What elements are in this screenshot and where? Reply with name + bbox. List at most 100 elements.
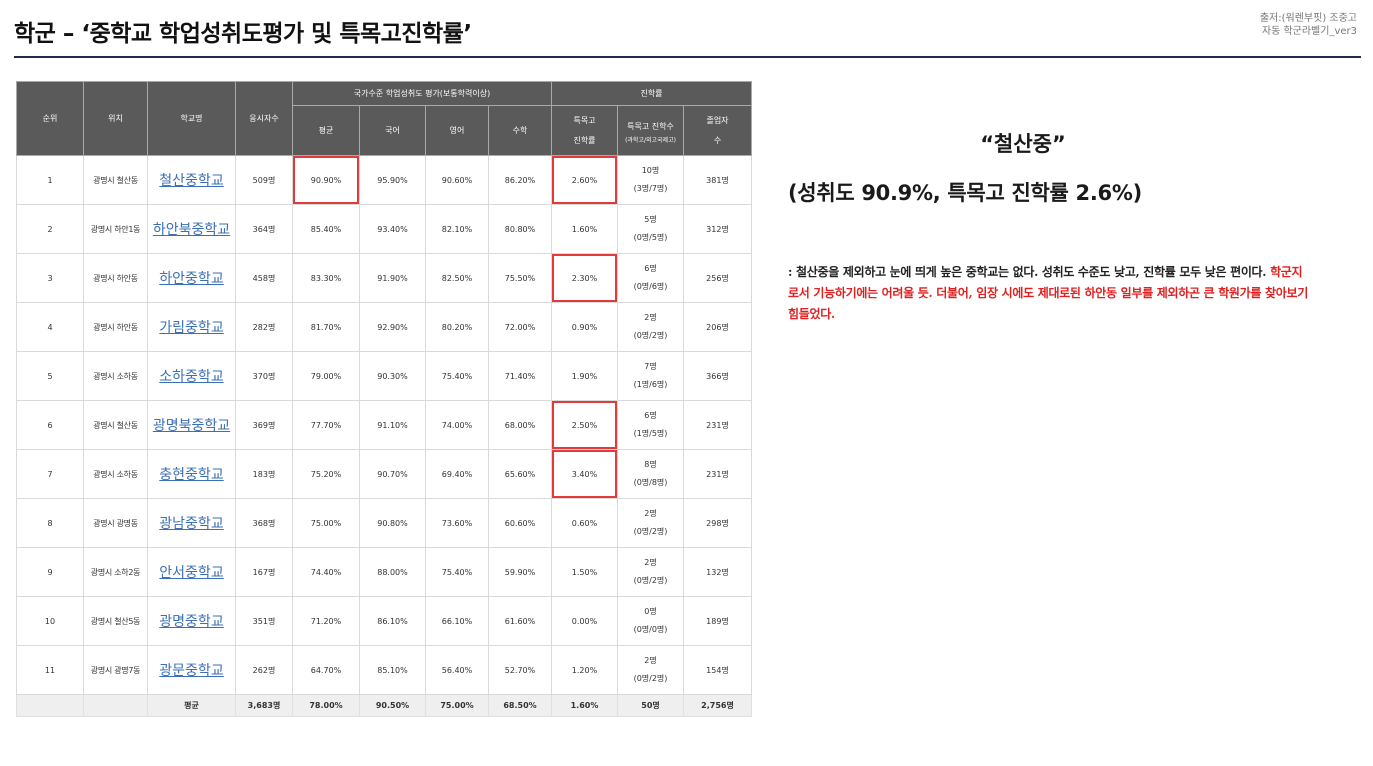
- cell-rank: 11: [16, 645, 84, 695]
- header-special-rate: 특목고 진학률: [551, 105, 618, 156]
- special-count-breakdown: (1명/6명): [633, 380, 668, 389]
- cell-school: 가림중학교: [147, 302, 236, 352]
- cell-math: 59.90%: [488, 547, 552, 597]
- cell-avg: 79.00%: [292, 351, 360, 401]
- cell-english: 69.40%: [425, 449, 489, 499]
- school-link[interactable]: 충현중학교: [159, 467, 224, 483]
- cell-special-rate: 2.30%: [551, 253, 618, 303]
- school-link[interactable]: 안서중학교: [159, 565, 224, 581]
- cell-math: 75.50%: [488, 253, 552, 303]
- special-count-total: 6명: [644, 411, 657, 420]
- school-link[interactable]: 가림중학교: [159, 320, 224, 336]
- cell-graduates: 132명: [683, 547, 752, 597]
- school-link[interactable]: 하안중학교: [159, 271, 224, 287]
- cell-avg: 85.40%: [292, 204, 360, 254]
- cell-avg: 83.30%: [292, 253, 360, 303]
- cell-rank: 3: [16, 253, 84, 303]
- table-row: 1 광명시 철산동 철산중학교 509명 90.90% 95.90% 90.60% 86.20…: [16, 155, 752, 205]
- avg-label: 평균: [147, 694, 236, 717]
- school-link[interactable]: 광명북중학교: [152, 418, 231, 434]
- cell-examinees: 282명: [235, 302, 293, 352]
- school-link[interactable]: 광문중학교: [159, 663, 224, 679]
- cell-location: 광명시 소하동: [83, 351, 148, 401]
- cell-special-rate: 2.60%: [551, 155, 618, 205]
- page-title: 학군 – ‘중학교 학업성취도평가 및 특목고진학률’: [14, 21, 472, 47]
- cell-korean: 91.90%: [359, 253, 426, 303]
- cell-math: 52.70%: [488, 645, 552, 695]
- source-line-2: 자동 학군라벨기_ver3: [1261, 26, 1357, 37]
- cell-special-count: 2명 (0명/2명): [617, 645, 684, 695]
- header-special-count-line1: 특목고 진학수: [627, 122, 674, 131]
- cell-korean: 90.30%: [359, 351, 426, 401]
- avg-special-rate: 1.60%: [551, 694, 618, 717]
- cell-graduates: 256명: [683, 253, 752, 303]
- special-count-total: 2명: [644, 656, 657, 665]
- table-row: 5 광명시 소하동 소하중학교 370명 79.00% 90.30% 75.40% 71.40…: [16, 351, 752, 401]
- cell-special-count: 10명 (3명/7명): [617, 155, 684, 205]
- cell-examinees: 167명: [235, 547, 293, 597]
- avg-empty-1: [16, 694, 84, 717]
- summary-headline: “철산중”: [980, 132, 1066, 156]
- avg-english: 75.00%: [425, 694, 489, 717]
- cell-location: 광명시 광명7동: [83, 645, 148, 695]
- cell-avg: 64.70%: [292, 645, 360, 695]
- cell-school: 충현중학교: [147, 449, 236, 499]
- cell-korean: 90.70%: [359, 449, 426, 499]
- special-count-total: 6명: [644, 264, 657, 273]
- cell-examinees: 262명: [235, 645, 293, 695]
- avg-special-count: 50명: [617, 694, 684, 717]
- cell-rank: 1: [16, 155, 84, 205]
- header-special-rate-line1: 특목고: [573, 115, 596, 125]
- cell-location: 광명시 하안1동: [83, 204, 148, 254]
- title-divider: [14, 56, 1361, 58]
- cell-special-count: 2명 (0명/2명): [617, 498, 684, 548]
- school-link[interactable]: 소하중학교: [159, 369, 224, 385]
- avg-korean: 90.50%: [359, 694, 426, 717]
- comment-black-text: : 철산중을 제외하고 눈에 띄게 높은 중학교는 없다. 성취도 수준도 낮고…: [788, 265, 1271, 279]
- special-count-breakdown: (0명/5명): [633, 233, 668, 242]
- cell-location: 광명시 하안동: [83, 302, 148, 352]
- special-count-breakdown: (3명/7명): [633, 184, 668, 193]
- cell-math: 60.60%: [488, 498, 552, 548]
- cell-rank: 6: [16, 400, 84, 450]
- cell-rank: 7: [16, 449, 84, 499]
- cell-examinees: 364명: [235, 204, 293, 254]
- school-link[interactable]: 하안북중학교: [152, 222, 231, 238]
- cell-location: 광명시 소하동: [83, 449, 148, 499]
- cell-korean: 85.10%: [359, 645, 426, 695]
- header-rank: 순위: [16, 81, 84, 156]
- cell-graduates: 312명: [683, 204, 752, 254]
- cell-special-count: 6명 (0명/6명): [617, 253, 684, 303]
- special-count-breakdown: (0명/2명): [633, 527, 668, 536]
- special-count-breakdown: (1명/5명): [633, 429, 668, 438]
- cell-school: 소하중학교: [147, 351, 236, 401]
- cell-rank: 2: [16, 204, 84, 254]
- cell-special-count: 7명 (1명/6명): [617, 351, 684, 401]
- cell-special-rate: 0.90%: [551, 302, 618, 352]
- cell-special-count: 6명 (1명/5명): [617, 400, 684, 450]
- cell-english: 90.60%: [425, 155, 489, 205]
- average-row: 평균 3,683명 78.00% 90.50% 75.00% 68.50% 1.…: [16, 694, 752, 717]
- cell-korean: 91.10%: [359, 400, 426, 450]
- cell-avg: 75.20%: [292, 449, 360, 499]
- cell-special-rate: 0.60%: [551, 498, 618, 548]
- school-link[interactable]: 광남중학교: [159, 516, 224, 532]
- cell-school: 하안중학교: [147, 253, 236, 303]
- header-achievement-group: 국가수준 학업성취도 평가(보통학력이상): [292, 81, 552, 106]
- school-table-container: 순위 위치 학교명 응시자수 국가수준 학업성취도 평가(보통학력이상) 진학률…: [16, 81, 752, 717]
- cell-avg: 81.70%: [292, 302, 360, 352]
- table-row: 8 광명시 광명동 광남중학교 368명 75.00% 90.80% 73.60% 60.60…: [16, 498, 752, 548]
- special-count-total: 10명: [641, 166, 660, 175]
- cell-special-count: 0명 (0명/0명): [617, 596, 684, 646]
- source-note: 출저:(워렌부핏) 조중고 자동 학군라벨기_ver3: [1260, 12, 1357, 38]
- table-row: 11 광명시 광명7동 광문중학교 262명 64.70% 85.10% 56.40% 52.…: [16, 645, 752, 695]
- header-english: 영어: [425, 105, 489, 156]
- special-count-total: 5명: [644, 215, 657, 224]
- special-count-breakdown: (0명/2명): [633, 576, 668, 585]
- header-special-count-line2: (과학고/외고국제고): [625, 137, 676, 144]
- school-link[interactable]: 철산중학교: [159, 173, 224, 189]
- school-link[interactable]: 광명중학교: [159, 614, 224, 630]
- table-row: 4 광명시 하안동 가림중학교 282명 81.70% 92.90% 80.20% 72.00…: [16, 302, 752, 352]
- cell-location: 광명시 철산동: [83, 155, 148, 205]
- avg-graduates: 2,756명: [683, 694, 752, 717]
